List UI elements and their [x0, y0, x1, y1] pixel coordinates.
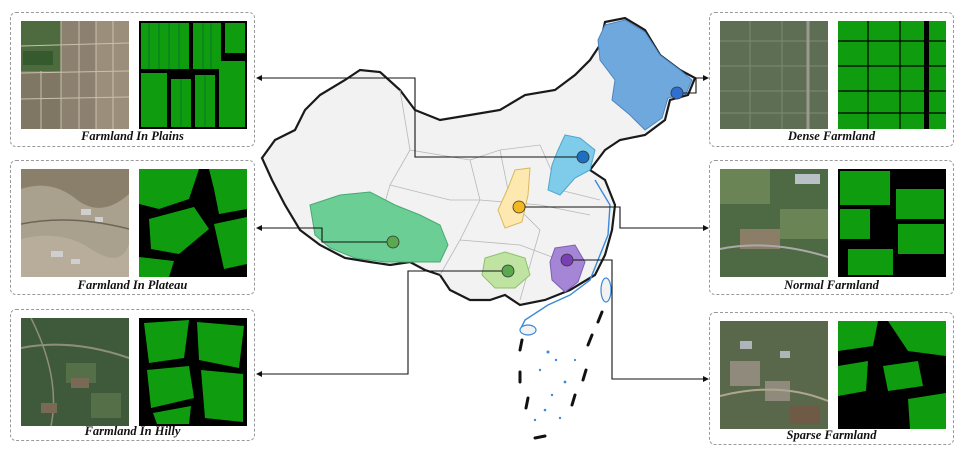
south-sea-islands [533, 350, 577, 422]
china-map [256, 16, 709, 440]
satellite-image-hilly [21, 318, 129, 426]
caption-plateau: Farmland In Plateau [77, 278, 188, 292]
connector-plateau [260, 227, 393, 243]
caption-plains: Farmland In Plains [81, 129, 184, 143]
connector-normal [519, 206, 705, 229]
guizhou-marker [501, 264, 515, 278]
satellite-image-plateau [21, 169, 129, 277]
shanxi-marker [512, 200, 526, 214]
mask-image-hilly [139, 318, 247, 426]
tibet-marker [386, 235, 400, 249]
satellite-image-plains [21, 21, 129, 129]
connector-lines [260, 77, 705, 380]
mask-image-plateau [139, 169, 247, 277]
panel-plains: Farmland In Plains [10, 12, 255, 147]
taiwan-island [600, 277, 612, 303]
connector-dense [677, 77, 705, 94]
arrow-plateau [256, 225, 262, 231]
arrow-sparse [703, 376, 709, 382]
province-tibet [309, 191, 449, 263]
satellite-image-dense [720, 21, 828, 129]
arrow-normal [703, 225, 709, 231]
satellite-image-normal [720, 169, 828, 277]
connector-sparse [567, 259, 705, 380]
arrow-hilly [256, 371, 262, 377]
province-hunan [549, 244, 586, 293]
arrowheads [256, 75, 709, 382]
province-shanxi [497, 167, 531, 229]
arrow-plains [256, 75, 262, 81]
panel-hilly: Farmland In Hilly [10, 309, 255, 441]
hainan-island [519, 324, 537, 336]
mask-image-dense [838, 21, 946, 129]
province-heilongjiang [597, 19, 693, 131]
caption-dense: Dense Farmland [787, 129, 876, 143]
mask-image-plains [139, 21, 247, 129]
mask-image-normal [838, 169, 946, 277]
connector-hilly [260, 270, 508, 375]
heilongjiang-marker [670, 86, 684, 100]
panel-sparse: Sparse Farmland [709, 312, 954, 445]
caption-sparse: Sparse Farmland [786, 428, 877, 442]
satellite-image-sparse [720, 321, 828, 429]
coastline [519, 179, 611, 331]
caption-hilly: Farmland In Hilly [84, 424, 181, 438]
hunan-marker [560, 253, 574, 267]
connector-plains [260, 77, 583, 158]
mask-image-sparse [838, 321, 946, 429]
panel-dense: Dense Farmland [709, 12, 954, 147]
panel-normal: Normal Farmland [709, 160, 954, 295]
location-markers [386, 86, 684, 278]
hebei-marker [576, 150, 590, 164]
panel-plateau: Farmland In Plateau [10, 160, 255, 295]
arrow-dense [703, 75, 709, 81]
caption-normal: Normal Farmland [784, 278, 879, 292]
south-sea-dashes [518, 310, 604, 440]
